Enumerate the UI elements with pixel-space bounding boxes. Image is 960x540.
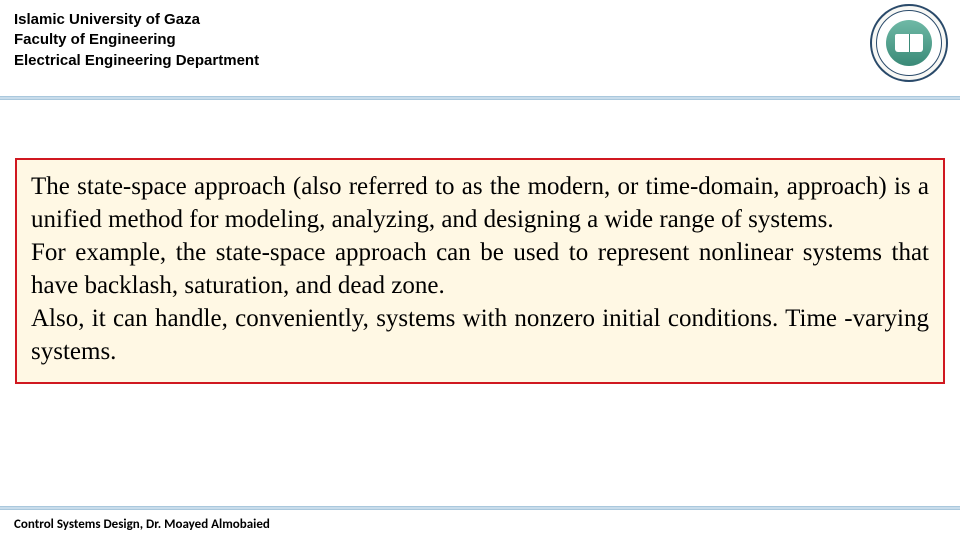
slide-header: Islamic University of Gaza Faculty of En… xyxy=(14,10,946,96)
institution-line-2: Faculty of Engineering xyxy=(14,30,946,50)
header-divider xyxy=(0,96,960,100)
logo-center-icon xyxy=(886,20,932,66)
content-callout-box: The state-space approach (also referred … xyxy=(15,158,945,384)
institution-line-3: Electrical Engineering Department xyxy=(14,51,946,71)
institution-line-1: Islamic University of Gaza xyxy=(14,10,946,30)
slide: Islamic University of Gaza Faculty of En… xyxy=(0,0,960,540)
book-icon xyxy=(895,34,923,52)
footer-divider xyxy=(0,506,960,510)
university-logo xyxy=(870,4,948,82)
content-paragraph: The state-space approach (also referred … xyxy=(31,170,929,368)
footer-text: Control Systems Design, Dr. Moayed Almob… xyxy=(14,517,270,532)
